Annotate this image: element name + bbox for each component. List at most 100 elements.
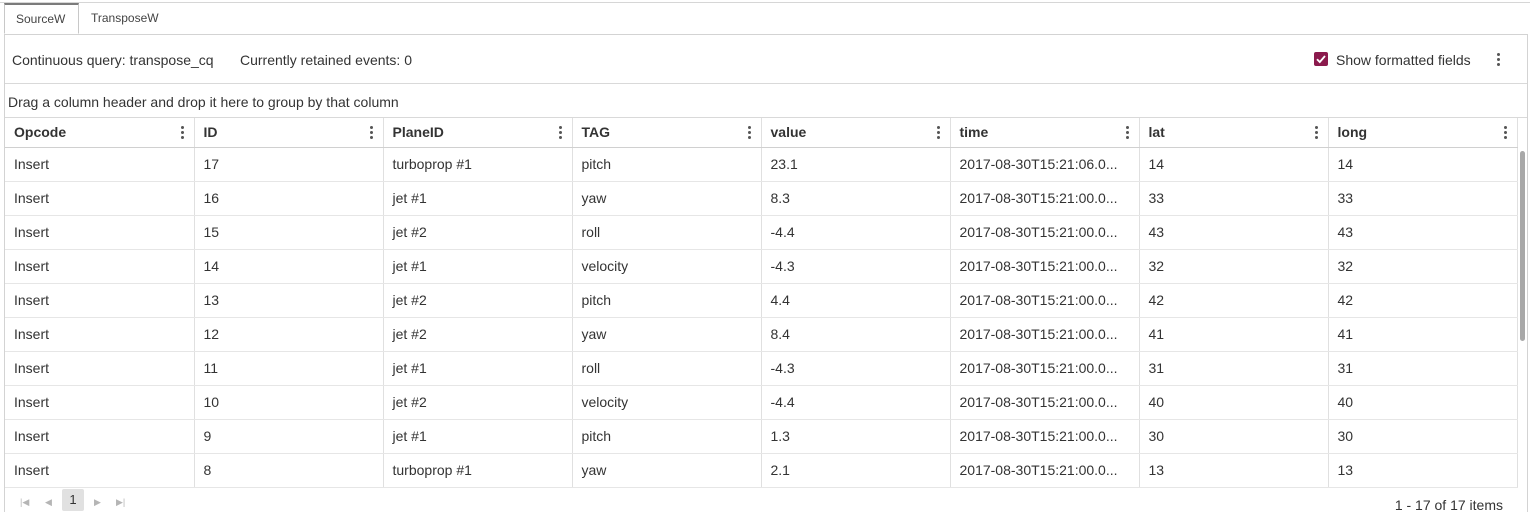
cell-lat[interactable]: 30 [1139, 419, 1329, 454]
cell-value[interactable]: -4.3 [761, 249, 951, 284]
tab-transposew[interactable]: TransposeW [91, 11, 159, 25]
cell-tag[interactable]: pitch [572, 147, 762, 182]
cell-time[interactable]: 2017-08-30T15:21:00.0... [950, 249, 1140, 284]
column-header-value[interactable]: value [761, 118, 951, 148]
column-header-tag[interactable]: TAG [572, 118, 762, 148]
cell-planeid[interactable]: jet #2 [383, 317, 573, 352]
table-row[interactable]: Insert 11 jet #1 roll -4.3 2017-08-30T15:21:0… [5, 351, 1518, 386]
cell-value[interactable]: 8.3 [761, 181, 951, 216]
cell-value[interactable]: 8.4 [761, 317, 951, 352]
cell-id[interactable]: 13 [194, 283, 384, 318]
last-page-icon[interactable]: ▶| [116, 497, 126, 507]
cell-opcode[interactable]: Insert [5, 181, 195, 216]
column-header-time[interactable]: time [950, 118, 1140, 148]
cell-lat[interactable]: 31 [1139, 351, 1329, 386]
cell-long[interactable]: 14 [1328, 147, 1518, 182]
cell-opcode[interactable]: Insert [5, 283, 195, 318]
column-header-lat[interactable]: lat [1139, 118, 1329, 148]
cell-long[interactable]: 31 [1328, 351, 1518, 386]
cell-opcode[interactable]: Insert [5, 249, 195, 284]
cell-tag[interactable]: velocity [572, 385, 762, 420]
cell-id[interactable]: 10 [194, 385, 384, 420]
cell-long[interactable]: 13 [1328, 453, 1518, 488]
cell-opcode[interactable]: Insert [5, 317, 195, 352]
column-menu-icon[interactable] [936, 126, 941, 141]
cell-id[interactable]: 15 [194, 215, 384, 250]
cell-tag[interactable]: velocity [572, 249, 762, 284]
column-menu-icon[interactable] [180, 126, 185, 141]
more-options-icon[interactable] [1497, 53, 1501, 68]
cell-value[interactable]: -4.4 [761, 215, 951, 250]
cell-id[interactable]: 12 [194, 317, 384, 352]
cell-opcode[interactable]: Insert [5, 419, 195, 454]
cell-tag[interactable]: yaw [572, 181, 762, 216]
column-menu-icon[interactable] [747, 126, 752, 141]
cell-value[interactable]: 4.4 [761, 283, 951, 318]
cell-lat[interactable]: 33 [1139, 181, 1329, 216]
column-header-opcode[interactable]: Opcode [5, 118, 195, 148]
column-header-planeid[interactable]: PlaneID [383, 118, 573, 148]
cell-value[interactable]: -4.3 [761, 351, 951, 386]
cell-id[interactable]: 11 [194, 351, 384, 386]
cell-planeid[interactable]: jet #2 [383, 215, 573, 250]
cell-time[interactable]: 2017-08-30T15:21:00.0... [950, 215, 1140, 250]
cell-long[interactable]: 32 [1328, 249, 1518, 284]
cell-long[interactable]: 42 [1328, 283, 1518, 318]
cell-value[interactable]: 23.1 [761, 147, 951, 182]
table-row[interactable]: Insert 8 turboprop #1 yaw 2.1 2017-08-30T15:2… [5, 453, 1518, 488]
cell-planeid[interactable]: jet #2 [383, 385, 573, 420]
cell-tag[interactable]: pitch [572, 419, 762, 454]
cell-time[interactable]: 2017-08-30T15:21:06.0... [950, 147, 1140, 182]
column-menu-icon[interactable] [369, 126, 374, 141]
cell-tag[interactable]: yaw [572, 453, 762, 488]
cell-time[interactable]: 2017-08-30T15:21:00.0... [950, 385, 1140, 420]
cell-long[interactable]: 30 [1328, 419, 1518, 454]
vertical-scrollbar[interactable] [1518, 148, 1529, 483]
cell-id[interactable]: 14 [194, 249, 384, 284]
cell-value[interactable]: 1.3 [761, 419, 951, 454]
show-formatted-label[interactable]: Show formatted fields [1336, 52, 1471, 68]
prev-page-icon[interactable]: ◀ [45, 497, 52, 507]
cell-planeid[interactable]: jet #1 [383, 419, 573, 454]
cell-id[interactable]: 17 [194, 147, 384, 182]
column-menu-icon[interactable] [1314, 126, 1319, 141]
cell-id[interactable]: 16 [194, 181, 384, 216]
cell-tag[interactable]: roll [572, 351, 762, 386]
cell-opcode[interactable]: Insert [5, 385, 195, 420]
cell-long[interactable]: 40 [1328, 385, 1518, 420]
cell-lat[interactable]: 43 [1139, 215, 1329, 250]
cell-planeid[interactable]: jet #1 [383, 351, 573, 386]
table-row[interactable]: Insert 16 jet #1 yaw 8.3 2017-08-30T15:21:00.… [5, 181, 1518, 216]
cell-lat[interactable]: 32 [1139, 249, 1329, 284]
cell-opcode[interactable]: Insert [5, 453, 195, 488]
next-page-icon[interactable]: ▶ [94, 497, 101, 507]
scrollbar-thumb[interactable] [1520, 151, 1525, 341]
table-row[interactable]: Insert 12 jet #2 yaw 8.4 2017-08-30T15:21:00.… [5, 317, 1518, 352]
cell-time[interactable]: 2017-08-30T15:21:00.0... [950, 419, 1140, 454]
table-row[interactable]: Insert 13 jet #2 pitch 4.4 2017-08-30T15:21:0… [5, 283, 1518, 318]
cell-lat[interactable]: 14 [1139, 147, 1329, 182]
column-menu-icon[interactable] [1503, 126, 1508, 141]
table-row[interactable]: Insert 15 jet #2 roll -4.4 2017-08-30T15:21:0… [5, 215, 1518, 250]
table-row[interactable]: Insert 17 turboprop #1 pitch 23.1 2017-08-30T… [5, 147, 1518, 182]
cell-time[interactable]: 2017-08-30T15:21:00.0... [950, 283, 1140, 318]
cell-opcode[interactable]: Insert [5, 147, 195, 182]
cell-tag[interactable]: yaw [572, 317, 762, 352]
cell-planeid[interactable]: jet #1 [383, 181, 573, 216]
cell-lat[interactable]: 13 [1139, 453, 1329, 488]
show-formatted-checkbox[interactable] [1314, 52, 1328, 66]
table-row[interactable]: Insert 14 jet #1 velocity -4.3 2017-08-30T15:… [5, 249, 1518, 284]
cell-time[interactable]: 2017-08-30T15:21:00.0... [950, 181, 1140, 216]
cell-tag[interactable]: pitch [572, 283, 762, 318]
cell-time[interactable]: 2017-08-30T15:21:00.0... [950, 317, 1140, 352]
tab-sourcew[interactable]: SourceW [4, 3, 79, 34]
cell-planeid[interactable]: jet #1 [383, 249, 573, 284]
cell-planeid[interactable]: turboprop #1 [383, 147, 573, 182]
column-header-long[interactable]: long [1328, 118, 1518, 148]
cell-opcode[interactable]: Insert [5, 351, 195, 386]
column-header-id[interactable]: ID [194, 118, 384, 148]
first-page-icon[interactable]: |◀ [20, 497, 30, 507]
cell-id[interactable]: 9 [194, 419, 384, 454]
cell-value[interactable]: -4.4 [761, 385, 951, 420]
cell-value[interactable]: 2.1 [761, 453, 951, 488]
